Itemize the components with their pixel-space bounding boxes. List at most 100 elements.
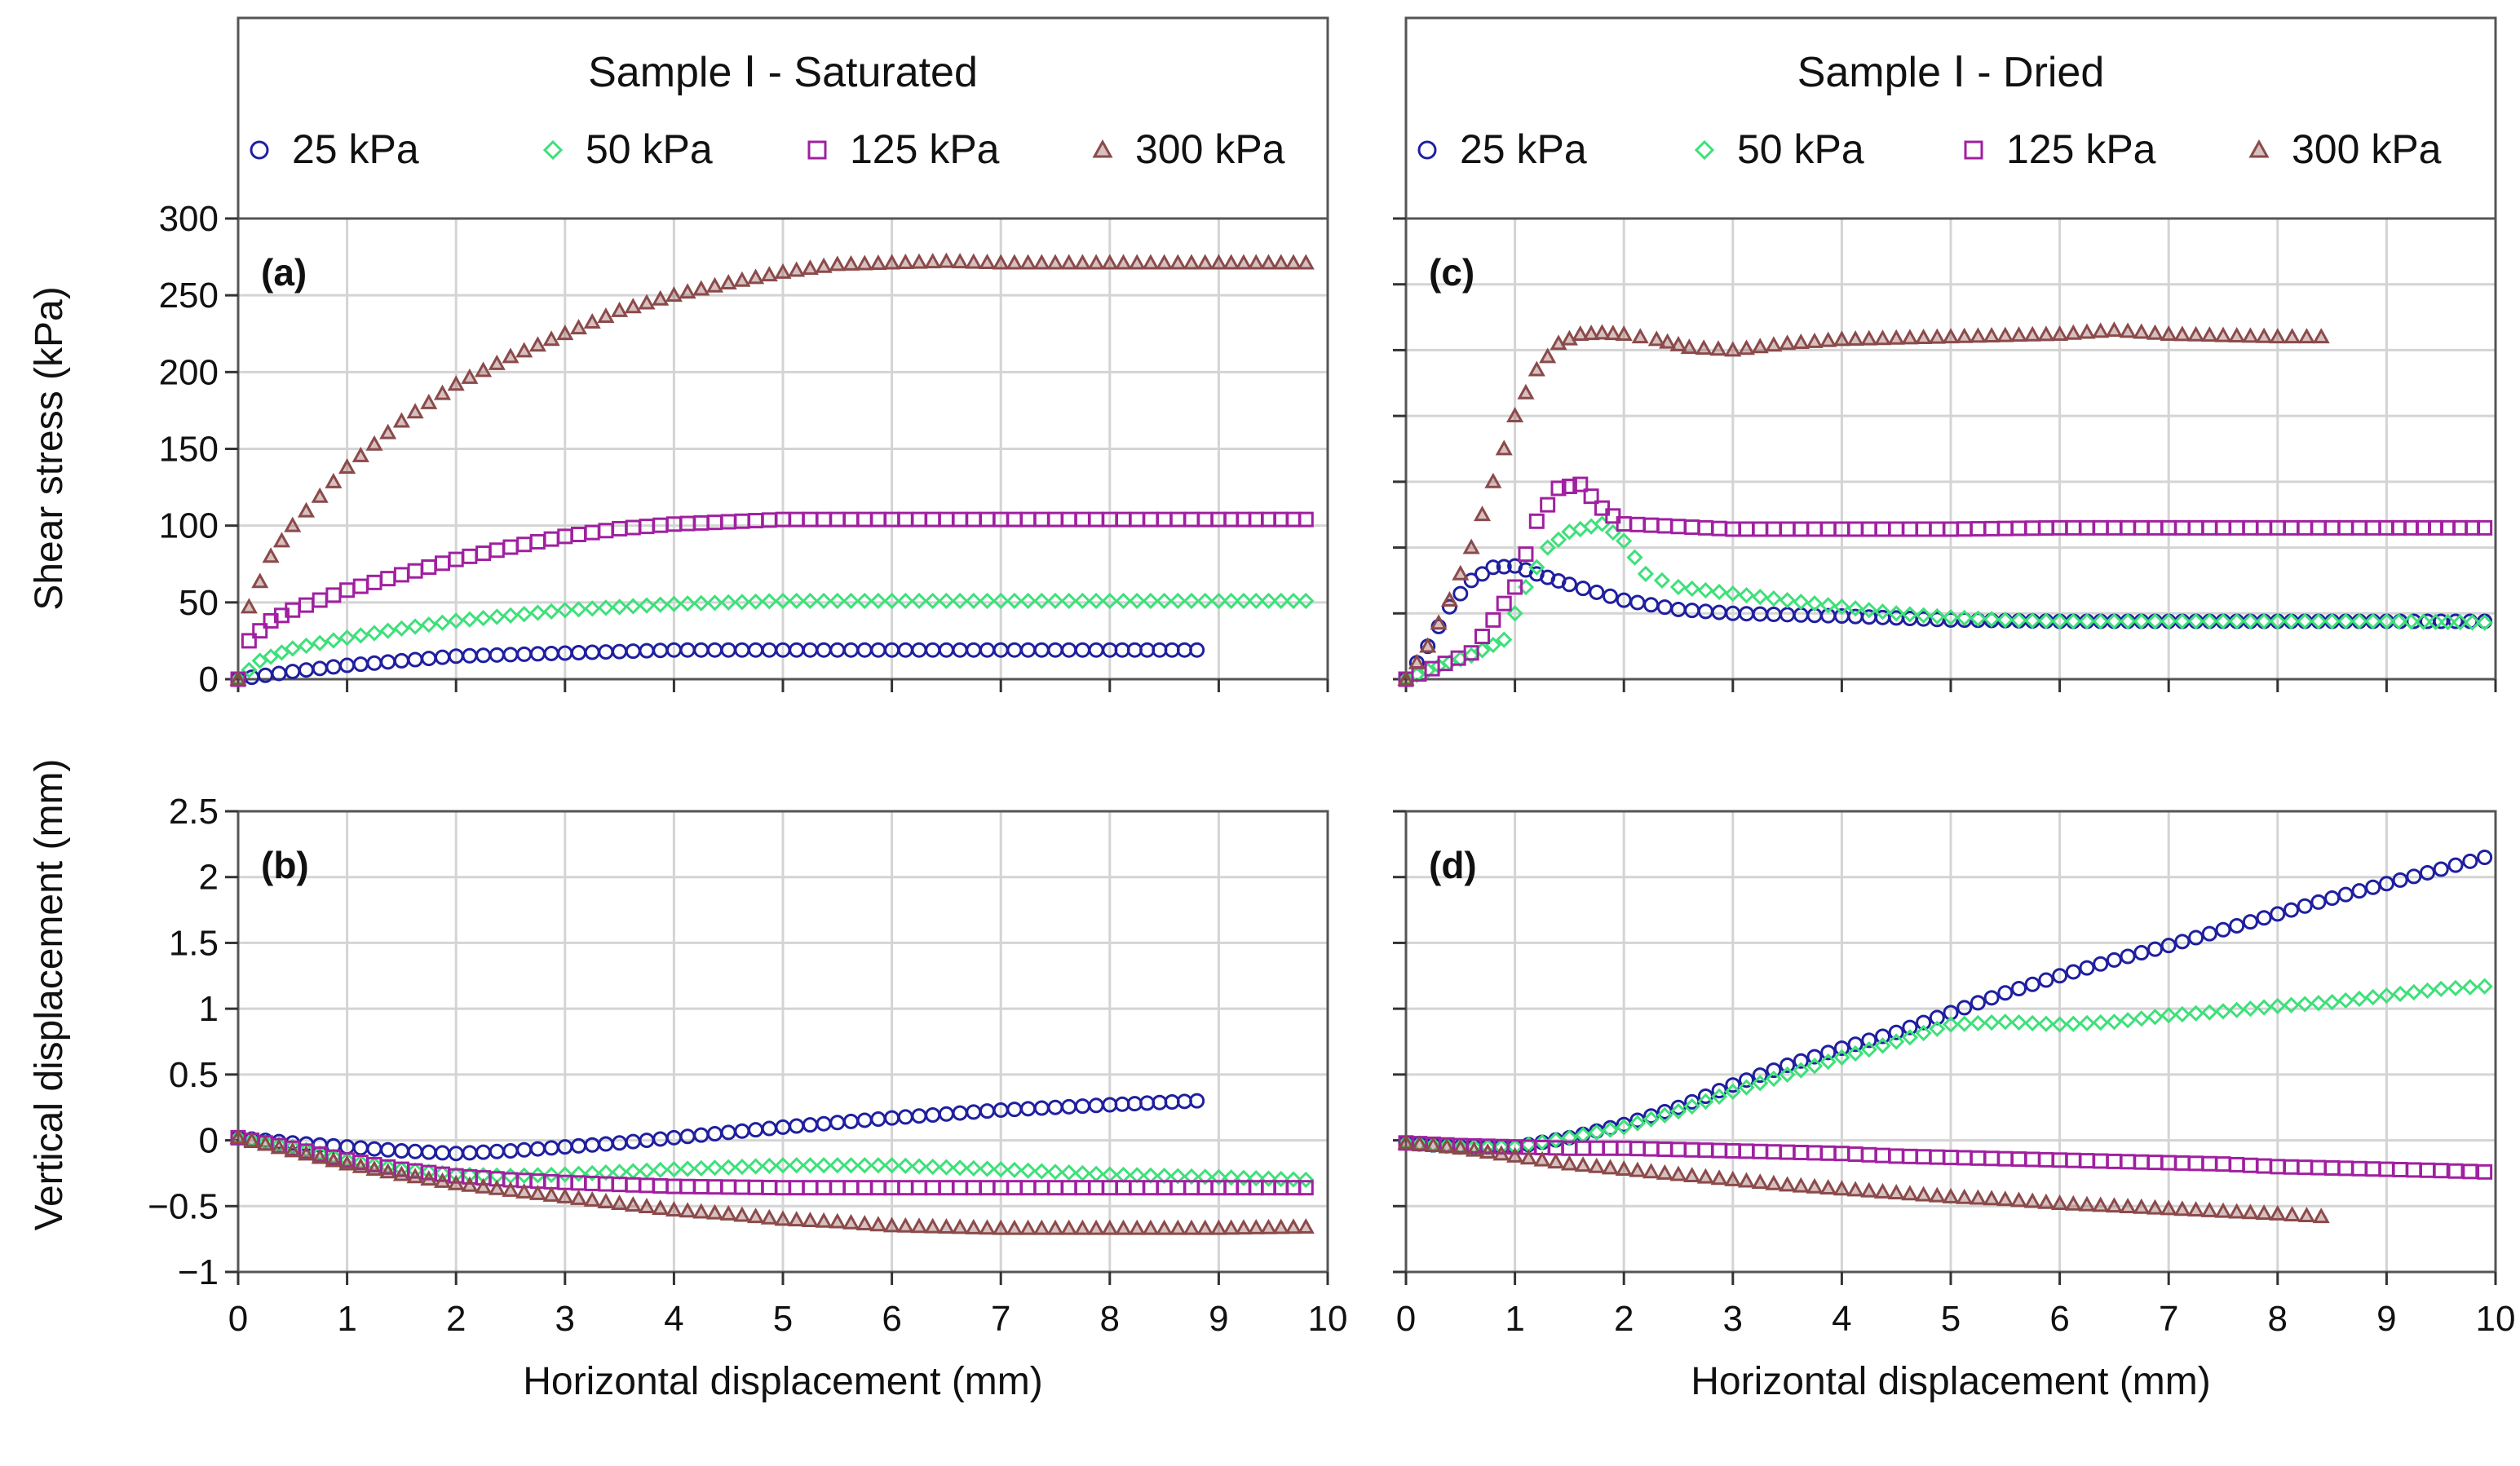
data-point: [829, 255, 847, 272]
data-point: [815, 592, 833, 610]
data-point: [2447, 1163, 2464, 1179]
data-point: [2133, 1198, 2151, 1214]
data-point: [1424, 1136, 1442, 1152]
data-point: [434, 614, 451, 631]
data-point: [1928, 1186, 1946, 1203]
data-point: [1683, 580, 1700, 598]
data-point: [1594, 500, 1610, 516]
data-point: [2023, 1192, 2041, 1208]
y-tick-label: 150: [159, 430, 219, 470]
data-point: [883, 254, 901, 270]
data-point: [2447, 857, 2464, 873]
data-point: [2297, 1207, 2315, 1223]
data-point: [1779, 592, 1796, 609]
data-point: [1101, 592, 1118, 610]
data-point: [802, 592, 819, 610]
data-point: [1196, 1219, 1214, 1235]
data-point: [2229, 917, 2245, 934]
data-point: [1846, 1044, 1864, 1062]
x-axis-label: Horizontal displacement (mm): [523, 1360, 1043, 1403]
data-point: [241, 633, 257, 649]
data-point: [1248, 1170, 1265, 1187]
legend-saturated: Sample Ⅰ - Saturated 25 kPa 50 kPa 125 kPa…: [237, 16, 1329, 220]
data-point: [1642, 1111, 1660, 1128]
data-point: [624, 298, 642, 314]
data-point: [584, 600, 601, 617]
data-point: [1725, 1077, 1741, 1093]
data-point: [1847, 1036, 1863, 1053]
data-point: [1298, 592, 1315, 610]
data-point: [788, 592, 805, 610]
data-point: [1888, 605, 1905, 622]
data-point: [311, 1148, 329, 1164]
data-point: [2447, 613, 2464, 629]
data-point: [924, 1158, 941, 1176]
series-125-kpa: [1398, 476, 2493, 687]
data-point: [542, 1166, 560, 1184]
data-point: [2433, 980, 2450, 998]
data-point: [2051, 1194, 2069, 1210]
data-point: [1738, 1079, 1755, 1096]
data-point: [1222, 1219, 1240, 1235]
data-point: [1765, 336, 1783, 352]
data-point: [1222, 254, 1240, 270]
data-point: [1806, 1049, 1823, 1065]
data-point: [515, 606, 533, 623]
data-point: [2433, 861, 2449, 877]
data-point: [365, 435, 383, 451]
data-point: [2200, 326, 2218, 342]
data-point: [2350, 612, 2368, 630]
data-point: [625, 598, 642, 615]
y-tick-label: 1: [199, 989, 219, 1029]
panel-label: (d): [1429, 844, 1477, 886]
data-point: [1046, 1164, 1064, 1181]
data-point: [1915, 329, 1933, 344]
data-point: [1942, 328, 1960, 344]
data-point: [1833, 1049, 1850, 1066]
data-point: [1222, 1169, 1240, 1186]
data-point: [1411, 1135, 1429, 1151]
data-point: [1860, 602, 1877, 619]
legend-marker-25-kpa: [1417, 140, 1437, 160]
data-point: [1183, 254, 1200, 270]
data-point: [1298, 1171, 1315, 1189]
data-point: [733, 1158, 751, 1176]
data-point: [1060, 1164, 1077, 1181]
data-point: [406, 403, 424, 419]
x-tick-label: 5: [773, 1299, 793, 1339]
data-point: [1539, 347, 1557, 364]
series-50-kpa: [229, 592, 1315, 688]
data-point: [1169, 1168, 1187, 1185]
data-point: [1073, 1219, 1091, 1235]
data-point: [515, 342, 533, 358]
data-point: [2242, 1000, 2259, 1018]
data-point: [461, 611, 479, 628]
data-point: [1697, 1093, 1714, 1111]
data-point: [2174, 934, 2191, 950]
data-point: [1575, 581, 1591, 597]
x-tick-label: 10: [1308, 1299, 1348, 1339]
data-point: [2420, 864, 2435, 881]
data-point: [1656, 1164, 1673, 1180]
data-point: [1060, 592, 1077, 610]
data-point: [502, 347, 519, 364]
data-point: [1901, 329, 1919, 345]
data-point: [2024, 976, 2040, 992]
data-point: [1019, 1219, 1037, 1235]
data-point: [325, 632, 343, 649]
data-point: [2187, 1005, 2204, 1022]
data-point: [1779, 1058, 1796, 1074]
data-point: [2146, 1199, 2164, 1215]
data-point: [1969, 1189, 1987, 1205]
data-point: [1006, 592, 1023, 610]
data-point: [2406, 868, 2422, 885]
data-point: [1183, 1219, 1200, 1235]
data-point: [2119, 1012, 2137, 1029]
data-point: [2241, 327, 2259, 343]
data-point: [325, 472, 343, 488]
series-25-kpa: [230, 642, 1205, 687]
data-point: [665, 1201, 683, 1217]
data-point: [2433, 1163, 2449, 1179]
data-point: [1060, 254, 1078, 270]
